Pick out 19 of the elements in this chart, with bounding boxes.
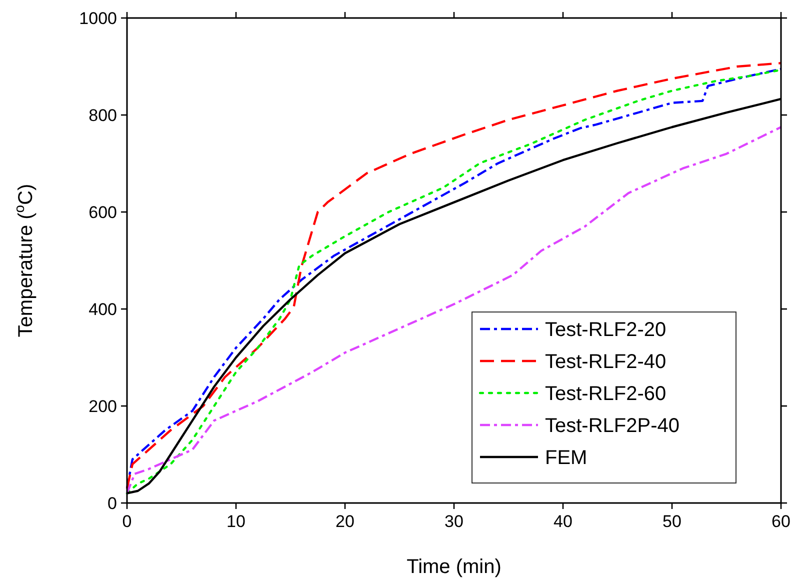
x-tick-label: 60 [772, 512, 790, 531]
x-tick-label: 40 [554, 512, 572, 531]
legend-label: Test-RLF2P-40 [545, 415, 680, 437]
x-tick-label: 10 [226, 512, 246, 531]
x-tick-label: 50 [662, 512, 682, 531]
y-tick-label: 800 [88, 106, 117, 125]
legend-label: FEM [545, 447, 588, 469]
legend-label: Test-RLF2-20 [545, 319, 666, 341]
legend-label: Test-RLF2-40 [545, 351, 666, 373]
x-tick-label: 30 [444, 512, 464, 531]
x-tick-label: 0 [122, 512, 132, 531]
x-axis-title: Time (min) [406, 556, 502, 578]
y-tick-label: 1000 [79, 9, 117, 28]
y-tick-label: 0 [108, 494, 117, 513]
y-tick-label: 200 [88, 397, 117, 416]
y-tick-label: 400 [88, 300, 117, 319]
x-tick-label: 20 [336, 512, 354, 531]
legend-label: Test-RLF2-60 [545, 383, 666, 405]
y-tick-label: 600 [88, 203, 117, 222]
